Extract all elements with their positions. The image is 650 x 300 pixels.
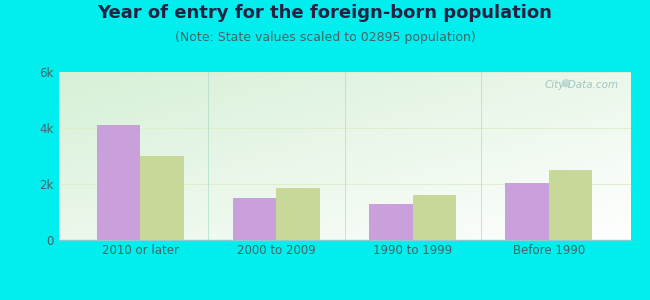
Bar xyxy=(276,188,320,240)
Bar xyxy=(549,170,592,240)
Text: ●: ● xyxy=(561,78,571,88)
Bar xyxy=(233,198,276,240)
Text: Year of entry for the foreign-born population: Year of entry for the foreign-born popul… xyxy=(98,4,552,22)
Text: City-Data.com: City-Data.com xyxy=(545,80,619,90)
Bar xyxy=(413,195,456,240)
Bar xyxy=(140,156,184,240)
Bar xyxy=(97,125,140,240)
Bar xyxy=(369,204,413,240)
Bar xyxy=(505,183,549,240)
Text: (Note: State values scaled to 02895 population): (Note: State values scaled to 02895 popu… xyxy=(175,32,475,44)
